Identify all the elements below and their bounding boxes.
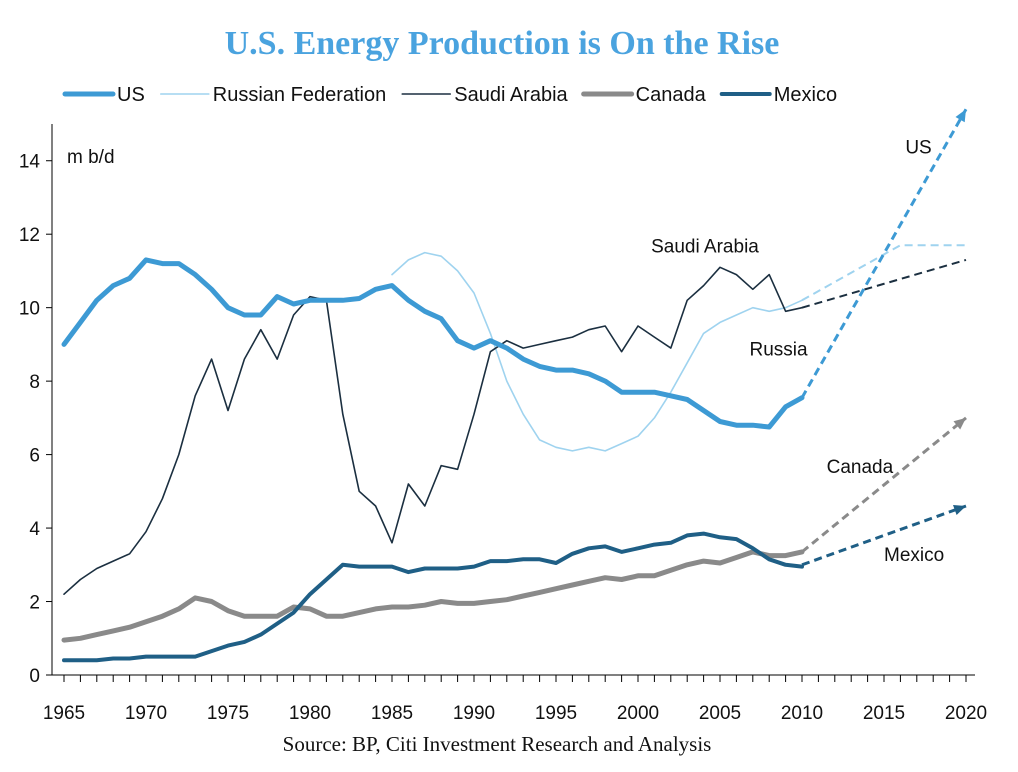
legend-item-russian-federation: Russian Federation — [159, 84, 386, 106]
projection-line-russian-federation — [801, 244, 966, 302]
annotation-saudi-arabia: Saudi Arabia — [651, 237, 759, 258]
projection-line-us — [800, 108, 968, 399]
legend-item-mexico: Mexico — [719, 84, 837, 106]
x-ticks: 1965 1970 1975 1980 1985 1990 1995 2000 2005 2010… — [43, 675, 987, 724]
y-axis-unit-label: m b/d — [67, 147, 115, 168]
x-tick-label: 1995 — [535, 703, 577, 724]
legend-label: Russian Federation — [213, 84, 386, 106]
legend-label: Saudi Arabia — [454, 84, 568, 106]
x-tick-label: 1980 — [289, 703, 331, 724]
x-tick-label: 1965 — [43, 703, 85, 724]
y-tick-label: 4 — [29, 519, 40, 540]
projection-arrowhead-us — [955, 109, 966, 123]
y-tick-label: 0 — [29, 666, 40, 687]
chart-title: U.S. Energy Production is On the Rise — [225, 25, 780, 62]
y-tick-label: 8 — [29, 372, 40, 393]
y-ticks: 0 2 4 6 8 10 12 14 — [19, 152, 52, 687]
y-tick-label: 6 — [29, 446, 40, 467]
x-tick-label: 1985 — [371, 703, 413, 724]
x-tick-label: 2000 — [617, 703, 659, 724]
legend-label: Mexico — [774, 84, 837, 106]
x-tick-label: 2010 — [781, 703, 823, 724]
x-tick-label: 1970 — [125, 703, 167, 724]
axes — [51, 124, 975, 676]
x-tick-label: 2005 — [699, 703, 741, 724]
series-line-canada — [61, 549, 805, 643]
annotation-us: US — [905, 137, 931, 158]
series-lines — [61, 108, 968, 663]
x-tick-label: 2020 — [945, 703, 987, 724]
legend-item-canada: Canada — [581, 84, 707, 106]
projection-line-mexico — [801, 504, 967, 567]
legend-item-us: US — [62, 84, 145, 106]
annotation-russia: Russia — [750, 339, 809, 360]
y-tick-label: 14 — [19, 152, 41, 173]
projection-line-saudi-arabia — [801, 258, 967, 309]
series-line-saudi-arabia — [63, 266, 803, 596]
series-line-mexico — [62, 531, 804, 663]
y-tick-label: 12 — [19, 225, 40, 246]
series-line-us — [61, 257, 805, 430]
annotations: US Saudi Arabia Russia Canada Mexico — [651, 137, 944, 566]
x-tick-label: 1990 — [453, 703, 495, 724]
projection-line-canada — [801, 416, 967, 554]
series-line-russian-federation — [391, 251, 803, 452]
annotation-mexico: Mexico — [884, 545, 944, 566]
x-tick-label: 1975 — [207, 703, 249, 724]
legend-label: US — [117, 84, 145, 106]
legend-item-saudi-arabia: Saudi Arabia — [401, 84, 569, 106]
projection-arrowhead-canada — [953, 417, 966, 430]
y-tick-label: 2 — [29, 593, 40, 614]
source-note: Source: BP, Citi Investment Research and… — [283, 732, 712, 756]
legend-label: Canada — [636, 84, 707, 106]
y-tick-label: 10 — [19, 299, 40, 320]
projection-arrowhead-mexico — [953, 505, 966, 515]
annotation-canada: Canada — [827, 457, 894, 478]
legend: US Russian Federation Saudi Arabia Canada Me… — [62, 84, 837, 106]
x-tick-label: 2015 — [863, 703, 905, 724]
